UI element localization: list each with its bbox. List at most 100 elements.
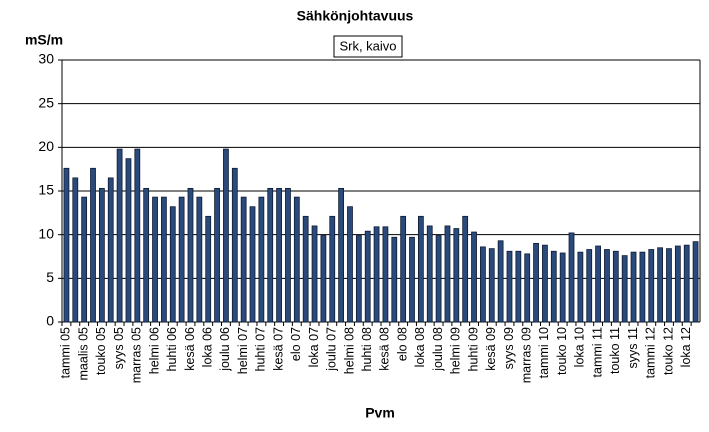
bar <box>559 252 566 323</box>
bar <box>63 167 70 323</box>
bar <box>480 246 486 323</box>
x-tick-label: huhti 07 <box>254 327 268 372</box>
bar <box>98 187 105 323</box>
bar <box>400 215 407 323</box>
x-tick-label: elo 07 <box>289 327 303 361</box>
x-tick-label: kesä 06 <box>183 327 197 371</box>
bar <box>311 225 318 323</box>
bar <box>426 225 433 323</box>
bar <box>692 241 699 323</box>
bar <box>231 167 238 323</box>
y-tick-label: 25 <box>38 94 54 110</box>
y-tick-label: 0 <box>46 313 54 329</box>
y-tick-label: 15 <box>38 182 54 198</box>
bar <box>249 206 256 323</box>
subtitle-box <box>333 35 403 58</box>
bar <box>134 148 141 323</box>
bar <box>683 244 690 323</box>
bar <box>214 187 220 323</box>
x-tick-label: kesä 08 <box>378 327 392 371</box>
bar <box>586 249 593 323</box>
bar <box>355 235 362 323</box>
bar <box>320 235 327 323</box>
bar <box>488 248 495 323</box>
bar <box>125 158 132 323</box>
bar <box>258 196 265 323</box>
bar <box>648 249 655 323</box>
x-tick-label: touko 11 <box>608 327 622 374</box>
bar <box>639 251 646 323</box>
bar <box>568 232 575 323</box>
x-tick-label: syys 05 <box>112 327 126 369</box>
bar <box>152 196 158 323</box>
bar <box>116 148 123 323</box>
bar <box>90 167 96 323</box>
bar <box>550 250 557 323</box>
x-tick-label: joulu 06 <box>218 327 232 372</box>
bar <box>604 249 610 323</box>
bar <box>276 187 282 323</box>
x-tick-label: tammi 11 <box>590 327 604 378</box>
x-tick-label: kesä 09 <box>484 327 498 371</box>
bar <box>533 242 539 323</box>
y-tick-label: 5 <box>46 269 54 285</box>
bar <box>338 187 345 323</box>
x-tick-label: tammi 10 <box>537 327 551 378</box>
bar <box>595 245 601 323</box>
bar <box>497 240 504 323</box>
bar <box>674 245 681 323</box>
bar <box>630 251 637 323</box>
bar <box>81 196 88 323</box>
bar <box>302 215 309 323</box>
x-tick-label: helmi 09 <box>449 327 463 374</box>
bar <box>621 255 628 323</box>
x-tick-label: helmi 06 <box>147 327 161 374</box>
bar <box>391 236 398 323</box>
x-tick-label: maalis 05 <box>76 327 90 381</box>
x-tick-label: tammi 12 <box>644 327 658 378</box>
x-tick-label: huhti 09 <box>466 327 480 372</box>
bar <box>240 196 247 323</box>
x-tick-label: loka 12 <box>679 327 693 367</box>
x-tick-label: helmi 07 <box>236 327 250 374</box>
bar <box>329 215 336 323</box>
bar <box>196 196 203 323</box>
bar <box>471 231 477 323</box>
x-tick-label: huhti 08 <box>360 327 374 372</box>
x-tick-label: touko 05 <box>94 327 108 375</box>
x-tick-label: marras 05 <box>130 327 144 383</box>
bar <box>373 226 380 323</box>
x-tick-label: touko 12 <box>661 327 675 375</box>
bar <box>285 187 291 323</box>
bar <box>444 225 451 323</box>
y-tick-label: 10 <box>38 225 54 241</box>
x-tick-label: loka 07 <box>307 327 321 367</box>
bar <box>187 187 194 323</box>
bar <box>267 187 274 323</box>
x-axis-title: Pvm <box>365 405 395 421</box>
bar <box>435 235 442 323</box>
x-tick-label: marras 09 <box>520 327 534 383</box>
bar <box>542 244 548 323</box>
bar <box>205 215 212 323</box>
bar <box>462 215 469 323</box>
bar <box>409 236 415 323</box>
y-axis-title: mS/m <box>25 32 63 48</box>
y-tick-label: 30 <box>38 51 54 67</box>
chart-title: Sähkönjohtavuus <box>297 8 414 24</box>
bar <box>506 250 513 323</box>
x-tick-label: elo 08 <box>395 327 409 361</box>
x-tick-label: syys 11 <box>626 327 640 368</box>
bar <box>666 248 672 323</box>
bar <box>293 196 300 323</box>
bar <box>72 177 79 323</box>
bar <box>515 250 522 323</box>
x-tick-label: touko 10 <box>555 327 569 375</box>
bar <box>657 247 664 323</box>
x-tick-label: loka 08 <box>413 327 427 367</box>
bar <box>178 196 185 323</box>
y-tick-label: 20 <box>38 138 54 154</box>
bar <box>169 206 176 323</box>
x-tick-label: helmi 08 <box>342 327 356 374</box>
